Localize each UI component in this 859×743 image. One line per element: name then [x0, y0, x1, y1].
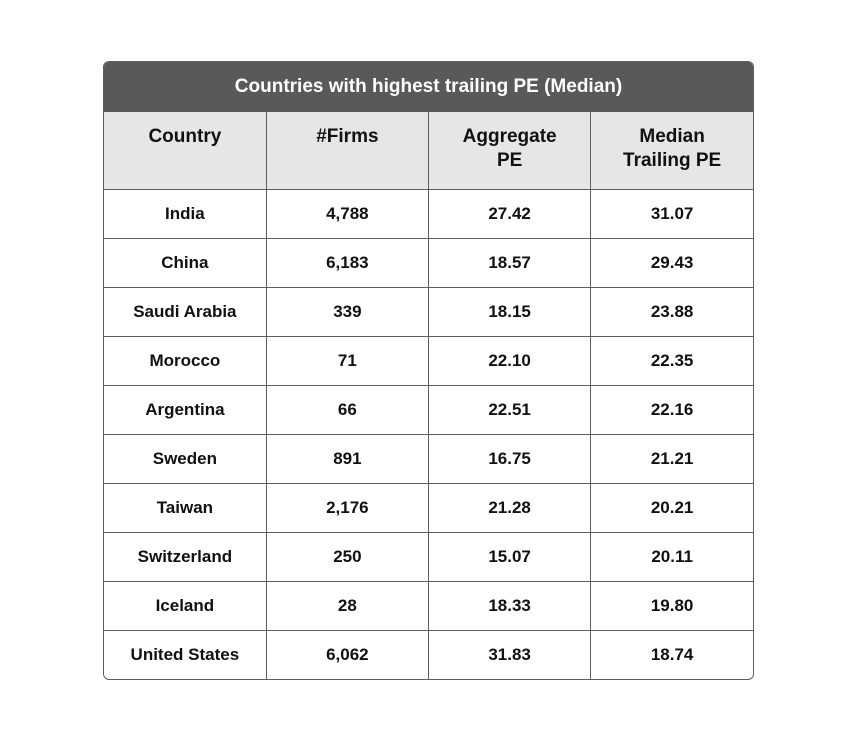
- cell-firms: 891: [266, 434, 430, 484]
- pe-table-card: Countries with highest trailing PE (Medi…: [103, 61, 754, 680]
- table-row: Morocco 71 22.10 22.35: [104, 336, 753, 386]
- cell-firms: 71: [266, 336, 430, 386]
- cell-median-trailing-pe: 18.74: [650, 644, 694, 664]
- cell-aggregate-pe: 18.57: [428, 238, 592, 288]
- table-row: United States 6,062 31.83 18.74: [104, 630, 753, 679]
- cell-median-trailing-pe: 22.16: [590, 385, 753, 435]
- cell-median-trailing-pe: 20.21: [590, 483, 753, 533]
- cell-firms: 2,176: [266, 483, 430, 533]
- table-body: India 4,788 27.42 31.07 China 6,183 18.57 29.43…: [104, 189, 753, 679]
- cell-aggregate-pe: 18.33: [428, 581, 592, 631]
- cell-country: Saudi Arabia: [104, 287, 267, 337]
- table-row: Sweden 891 16.75 21.21: [104, 434, 753, 484]
- column-header-median-trailing-pe: Median Trailing PE: [590, 112, 753, 190]
- cell-firms: 4,788: [266, 189, 430, 239]
- cell-aggregate-pe: 31.83: [428, 630, 592, 679]
- cell-median-trailing-pe: 29.43: [590, 238, 753, 288]
- table-row: Iceland 28 18.33 19.80: [104, 581, 753, 631]
- cell-median-trailing-pe: 23.88: [590, 287, 753, 337]
- table-row: Taiwan 2,176 21.28 20.21: [104, 483, 753, 533]
- cell-firms: 28: [266, 581, 430, 631]
- cell-country: Iceland: [104, 581, 267, 631]
- column-header-line: Country: [148, 126, 222, 147]
- cell-country: Taiwan: [104, 483, 267, 533]
- cell-median-trailing-pe: 19.80: [590, 581, 753, 631]
- cell-firms: 250: [266, 532, 430, 582]
- column-header-aggregate-pe: Aggregate PE: [428, 112, 592, 190]
- cell-firms: 339: [266, 287, 430, 337]
- cell-country: China: [104, 238, 267, 288]
- cell-aggregate-pe: 22.10: [428, 336, 592, 386]
- table-row: Argentina 66 22.51 22.16: [104, 385, 753, 435]
- pe-table: Country #Firms Aggregate PE Median Trail…: [104, 112, 753, 679]
- cell-country: Argentina: [104, 385, 267, 435]
- column-header-line: Median: [639, 126, 705, 147]
- cell-aggregate-pe: 15.07: [428, 532, 592, 582]
- column-header-country: Country: [104, 112, 267, 190]
- cell-firms: 66: [266, 385, 430, 435]
- cell-aggregate-pe: 22.51: [428, 385, 592, 435]
- cell-country: Morocco: [104, 336, 267, 386]
- table-row: Switzerland 250 15.07 20.11: [104, 532, 753, 582]
- table-title: Countries with highest trailing PE (Medi…: [104, 62, 753, 112]
- header-row: Country #Firms Aggregate PE Median Trail…: [104, 112, 753, 190]
- column-header-line: #Firms: [316, 126, 379, 147]
- column-header-line: Aggregate: [462, 126, 557, 147]
- table-row: India 4,788 27.42 31.07: [104, 189, 753, 239]
- cell-median-trailing-pe: 31.07: [590, 189, 753, 239]
- column-header-line: Trailing PE: [623, 150, 722, 171]
- cell-median-trailing-pe: 22.35: [590, 336, 753, 386]
- cell-country: United States: [104, 630, 267, 679]
- column-header-firms: #Firms: [266, 112, 430, 190]
- cell-firms: 6,062: [266, 630, 430, 679]
- cell-aggregate-pe: 27.42: [428, 189, 592, 239]
- cell-aggregate-pe: 16.75: [428, 434, 592, 484]
- cell-firms: 6,183: [266, 238, 430, 288]
- cell-median-trailing-pe: 21.21: [590, 434, 753, 484]
- column-header-line: PE: [496, 150, 523, 171]
- cell-country: Sweden: [104, 434, 267, 484]
- table-row: Saudi Arabia 339 18.15 23.88: [104, 287, 753, 337]
- cell-median-trailing-pe: 20.11: [590, 532, 753, 582]
- cell-aggregate-pe: 18.15: [428, 287, 592, 337]
- table-row: China 6,183 18.57 29.43: [104, 238, 753, 288]
- cell-country: Switzerland: [104, 532, 267, 582]
- cell-aggregate-pe: 21.28: [428, 483, 592, 533]
- cell-country: India: [104, 189, 267, 239]
